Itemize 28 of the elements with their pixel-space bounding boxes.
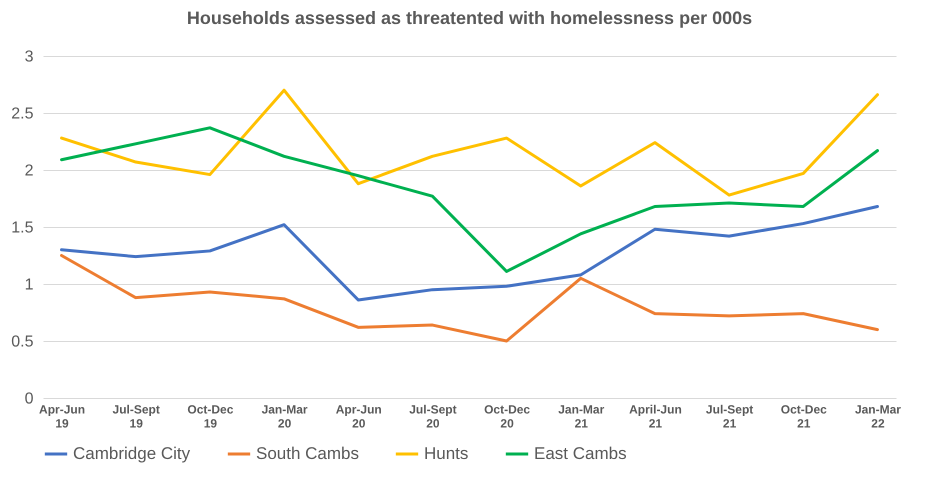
x-tick-label: Jul-Sept 20 xyxy=(409,402,457,430)
x-tick-label: Apr-Jun 20 xyxy=(336,402,382,430)
y-tick-label: 0.5 xyxy=(11,334,34,350)
line-series xyxy=(60,126,879,273)
x-tick-label: Jul-Sept 19 xyxy=(112,402,160,430)
line-series xyxy=(60,88,879,197)
legend-label: South Cambs xyxy=(256,444,359,463)
chart-title: Households assessed as threatented with homelessness per 000s xyxy=(186,8,752,28)
y-tick-label: 1.5 xyxy=(11,220,34,236)
line-series xyxy=(60,204,879,302)
x-tick-label: Jan-Mar 21 xyxy=(558,402,605,430)
y-tick-label: 3 xyxy=(24,48,34,66)
y-tick-label: 2.5 xyxy=(11,106,34,122)
x-tick-label: Oct-Dec 19 xyxy=(187,402,234,430)
legend-label: East Cambs xyxy=(534,444,627,463)
x-tick-label: Jan-Mar 22 xyxy=(854,402,902,430)
x-tick-label: Jul-Sept 21 xyxy=(706,402,754,430)
y-tick-label: 2 xyxy=(24,162,34,180)
y-tick-label: 0 xyxy=(24,390,34,408)
x-tick-label: April-Jun 21 xyxy=(629,402,682,430)
x-tick-label: Oct-Dec 20 xyxy=(484,402,530,430)
y-tick-label: 1 xyxy=(24,276,34,294)
x-tick-label: Jan-Mar 20 xyxy=(262,402,308,430)
line-series xyxy=(60,254,879,342)
x-tick-label: Apr-Jun 19 xyxy=(39,402,86,430)
x-tick-label: Oct-Dec 21 xyxy=(780,402,828,430)
legend-label: Cambridge City xyxy=(73,444,191,463)
legend-label: Hunts xyxy=(424,444,468,463)
